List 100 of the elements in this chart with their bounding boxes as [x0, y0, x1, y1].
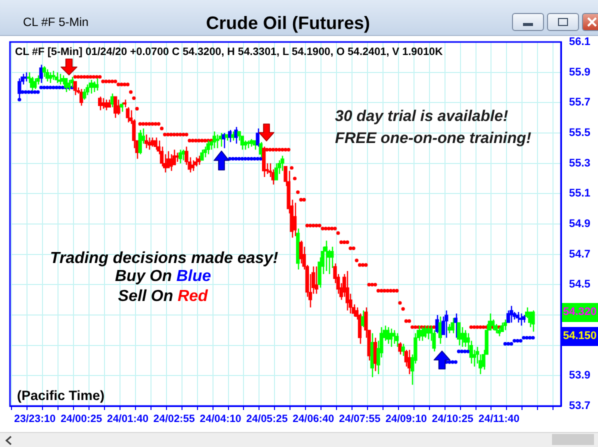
point — [460, 350, 464, 354]
y-tick-label: 55.1 — [569, 188, 590, 200]
candlestick — [531, 310, 535, 332]
candlestick — [262, 146, 266, 178]
candlestick — [52, 70, 56, 81]
candlestick — [212, 130, 216, 149]
y-tick-label: 56.1 — [569, 36, 590, 48]
candlestick — [126, 106, 130, 123]
candlestick — [54, 72, 58, 84]
candlestick — [116, 99, 120, 116]
point — [256, 156, 260, 161]
y-tick-label: 53.9 — [569, 370, 590, 382]
point — [240, 156, 244, 161]
candlestick — [33, 78, 37, 90]
point — [48, 86, 52, 90]
annotation: (Pacific Time) — [17, 388, 105, 404]
candlestick — [169, 154, 173, 172]
candlestick — [444, 310, 448, 338]
x-tick-label: 24/01:40 — [106, 413, 149, 426]
candlestick — [252, 140, 256, 150]
candlestick — [39, 64, 43, 84]
candlestick — [494, 324, 498, 334]
candlestick — [346, 270, 350, 312]
y-tick-label: 54.7 — [569, 248, 590, 260]
candlestick — [36, 74, 40, 86]
point — [250, 156, 254, 161]
candlestick — [138, 129, 142, 155]
annotation: Buy On Blue — [115, 268, 212, 286]
annotation: Trading decisions made easy! — [50, 250, 278, 268]
point — [20, 90, 24, 94]
point — [42, 86, 46, 90]
candlestick — [92, 80, 96, 93]
point — [237, 156, 241, 161]
y-tick-label: 55.9 — [569, 66, 590, 78]
text: 54.150 — [562, 327, 598, 346]
x-tick-label: 23/23:10 — [14, 413, 56, 426]
point — [448, 360, 452, 364]
x-tick-label: 24/07:55 — [339, 413, 381, 426]
point — [518, 338, 522, 343]
chart-title: Crude Oil (Futures) — [206, 13, 370, 33]
point — [510, 342, 514, 346]
candlestick — [506, 310, 510, 324]
candlestick — [280, 155, 284, 172]
point — [26, 90, 30, 94]
candlestick — [104, 99, 108, 111]
candlestick — [237, 130, 241, 142]
point — [24, 90, 28, 94]
candlestick — [256, 128, 260, 148]
point — [243, 156, 248, 161]
y-tick-label: 55.5 — [569, 127, 590, 140]
candlestick — [472, 349, 476, 368]
point — [252, 156, 256, 161]
candlestick — [200, 149, 204, 161]
point — [450, 360, 454, 364]
point — [58, 86, 62, 90]
candlestick — [216, 134, 220, 149]
x-tick-label: 24/11:40 — [478, 413, 520, 426]
point — [246, 156, 250, 161]
candlestick — [330, 246, 334, 269]
point — [52, 86, 56, 90]
point — [54, 86, 58, 90]
candlestick — [240, 135, 244, 150]
annotation: Sell On Red — [118, 288, 208, 306]
text: 54.320 — [562, 303, 598, 322]
candlestick — [42, 66, 46, 78]
annotation: FREE one-on-one training! — [335, 130, 532, 148]
point — [39, 86, 43, 90]
candlestick — [86, 84, 90, 96]
candlestick — [450, 317, 454, 334]
point — [466, 350, 470, 354]
point — [456, 350, 461, 354]
y-tick-label: 54.5 — [569, 278, 590, 291]
point — [30, 90, 34, 94]
candlestick — [274, 162, 278, 181]
point — [503, 342, 507, 346]
candlestick — [292, 202, 297, 237]
candlestick — [218, 132, 222, 148]
candlestick — [510, 305, 514, 324]
candlestick — [222, 132, 226, 149]
chart-subtitle: CL #F [5-Min] 01/24/20 +0.0700 C 54.3200, H 54.3301, L 54.1900, O 54.2401, V 1.9010K — [15, 46, 443, 59]
y-tick-label: 54.9 — [569, 218, 590, 230]
x-tick-label: 24/04:10 — [200, 413, 242, 426]
point — [531, 336, 535, 340]
x-tick-label: 24/06:40 — [292, 413, 334, 426]
x-tick-label: 24/10:25 — [432, 413, 474, 426]
point — [454, 360, 458, 364]
candlestick — [454, 312, 458, 338]
candlestick — [234, 126, 238, 144]
candlestick — [395, 332, 399, 348]
x-tick-label: 24/02:55 — [153, 413, 195, 426]
point — [18, 98, 22, 102]
x-tick-label: 24/09:10 — [385, 413, 428, 426]
x-tick-label: 24/00:25 — [60, 413, 102, 426]
candlestick — [314, 266, 318, 294]
x-tick-label: 24/05:25 — [246, 413, 288, 426]
annotation: 30 day trial is available! — [335, 108, 508, 126]
point — [36, 90, 40, 94]
candlestick — [58, 73, 62, 86]
point — [33, 90, 37, 94]
point — [506, 342, 510, 346]
